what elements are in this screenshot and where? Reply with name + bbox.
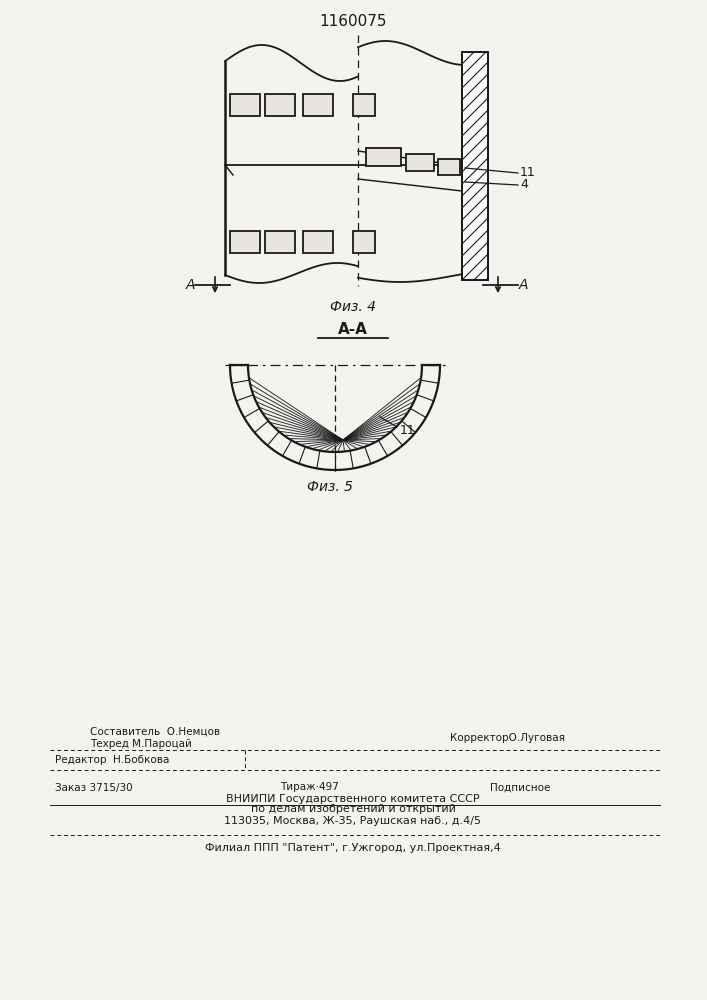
Bar <box>230 94 260 116</box>
Text: Редактор  Н.Бобкова: Редактор Н.Бобкова <box>55 755 170 765</box>
Bar <box>303 231 333 253</box>
Text: Физ. 5: Физ. 5 <box>307 480 353 494</box>
Text: 4: 4 <box>520 178 528 192</box>
Bar <box>353 94 375 116</box>
Bar <box>265 231 295 253</box>
Bar <box>353 231 375 253</box>
Text: ВНИИПИ Государственного комитета СССР: ВНИИПИ Государственного комитета СССР <box>226 794 480 804</box>
Bar <box>406 153 434 170</box>
Bar <box>366 148 401 166</box>
Text: 11: 11 <box>400 424 416 436</box>
Text: Составитель  О.Немцов: Составитель О.Немцов <box>90 727 220 737</box>
Bar <box>462 52 488 280</box>
Text: Подписное: Подписное <box>490 782 550 792</box>
Text: A-A: A-A <box>338 322 368 338</box>
Bar <box>438 159 460 175</box>
Bar <box>462 52 488 280</box>
Text: 11: 11 <box>520 166 536 180</box>
Text: Филиал ППП "Патент", г.Ужгород, ул.Проектная,4: Филиал ППП "Патент", г.Ужгород, ул.Проек… <box>205 843 501 853</box>
Text: Тираж·497: Тираж·497 <box>280 782 339 792</box>
Bar <box>265 94 295 116</box>
Text: Заказ 3715/30: Заказ 3715/30 <box>55 782 133 792</box>
Bar <box>303 94 333 116</box>
Text: Физ. 4: Физ. 4 <box>330 300 376 314</box>
Text: Техред М.Пароцай: Техред М.Пароцай <box>90 739 192 749</box>
Text: 1160075: 1160075 <box>320 14 387 29</box>
Text: по делам изобретений и открытий: по делам изобретений и открытий <box>250 804 455 814</box>
Text: КорректорО.Луговая: КорректорО.Луговая <box>450 733 565 743</box>
Bar <box>230 231 260 253</box>
Text: A: A <box>185 278 194 292</box>
Text: 113035, Москва, Ж-35, Раушская наб., д.4/5: 113035, Москва, Ж-35, Раушская наб., д.4… <box>225 816 481 826</box>
Text: A: A <box>518 278 527 292</box>
